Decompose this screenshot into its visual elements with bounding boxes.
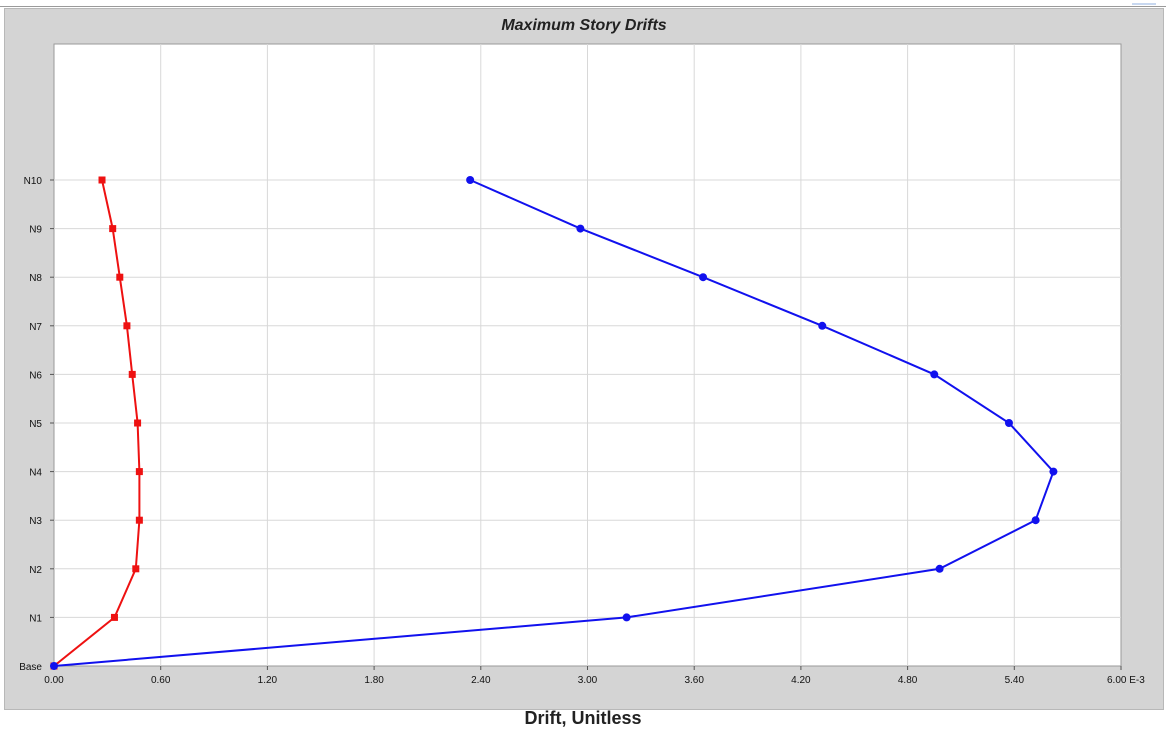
series-1-point — [576, 224, 585, 233]
series-1-point — [1031, 516, 1040, 525]
x-axis-ticks: 0.00 0.60 1.20 1.80 2.40 3.00 3.60 4.20 4.80 5.40… — [44, 666, 1145, 686]
x-tick-label: 2.40 — [471, 675, 491, 686]
series-1-point — [466, 176, 475, 184]
x-tick-label: 1.80 — [364, 675, 384, 686]
series-1-point — [818, 321, 827, 330]
series-1-point — [1049, 467, 1058, 476]
y-tick-label: N5 — [29, 419, 42, 430]
series-1-point — [699, 273, 708, 282]
series-0-point — [123, 322, 131, 330]
x-tick-label: 3.00 — [578, 675, 598, 686]
x-tick-label: 0.60 — [151, 675, 171, 686]
series-0-point — [135, 468, 143, 476]
x-tick-label: 5.40 — [1005, 675, 1025, 686]
series-0-point — [128, 370, 136, 378]
series-1-point — [50, 662, 58, 670]
y-tick-label: N9 — [29, 225, 42, 236]
y-tick-label: N8 — [29, 273, 42, 284]
y-tick-label: N3 — [29, 516, 42, 527]
x-axis-label: Drift, Unitless — [524, 708, 641, 728]
window-corner-mark — [1132, 3, 1156, 5]
series-0-point — [132, 565, 140, 573]
series-1-point — [930, 370, 939, 379]
series-0-point — [110, 613, 118, 621]
y-tick-label: N10 — [24, 176, 43, 187]
series-1-point — [1004, 419, 1013, 427]
y-tick-label: N1 — [29, 613, 42, 624]
x-tick-label: 4.20 — [791, 675, 811, 686]
series-1-point — [935, 564, 944, 573]
series-layer — [50, 176, 1058, 670]
series-0-point — [116, 273, 124, 281]
x-tick-label: 0.00 — [44, 675, 64, 686]
y-tick-label: N2 — [29, 565, 42, 576]
series-0-point — [134, 419, 142, 427]
y-tick-label: N6 — [29, 370, 42, 381]
y-tick-label: Base — [19, 662, 42, 673]
y-axis-ticks: Base N1 N2 N3 N4 N5 N6 N7 N8 N9 N10 — [19, 176, 54, 673]
series-1-point — [622, 613, 631, 622]
x-tick-label: 3.60 — [684, 675, 704, 686]
series-0-point — [109, 225, 117, 233]
chart-title: Maximum Story Drifts — [501, 17, 667, 34]
x-tick-label: 1.20 — [258, 675, 278, 686]
x-tick-label: 4.80 — [898, 675, 918, 686]
y-tick-label: N7 — [29, 322, 42, 333]
y-tick-label: N4 — [29, 468, 42, 479]
series-0-point — [98, 176, 106, 184]
series-0-point — [135, 516, 143, 524]
window-top-border — [0, 6, 1166, 7]
x-tick-label: 6.00 E-3 — [1107, 675, 1145, 686]
